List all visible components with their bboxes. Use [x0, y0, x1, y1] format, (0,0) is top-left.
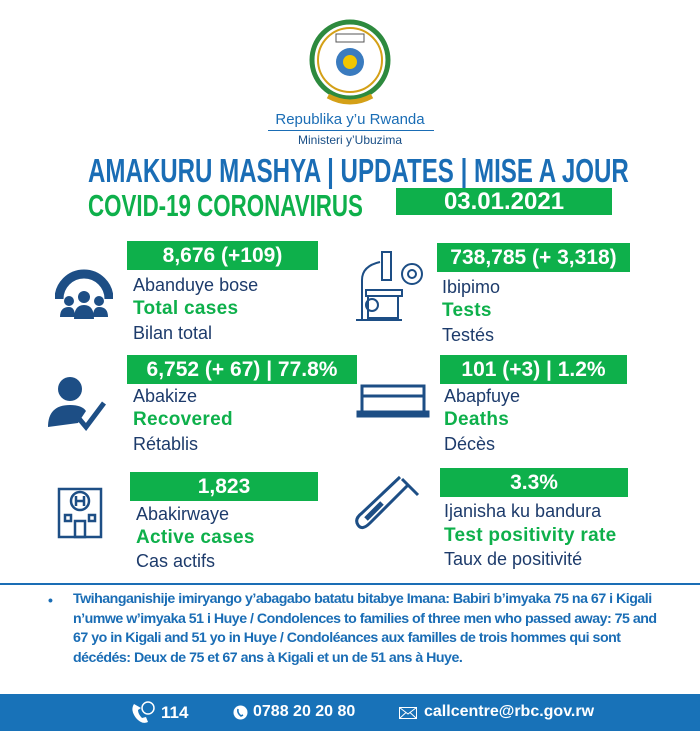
- positivity-label-en: Test positivity rate: [444, 525, 617, 546]
- deaths-label-rw: Abapfuye: [444, 386, 521, 406]
- recovered-label-rw: Abakize: [133, 386, 198, 406]
- virus-people-icon: [55, 269, 113, 319]
- total-cases-value: 8,676 (+109): [127, 241, 318, 270]
- deaths-label-en: Deaths: [444, 409, 510, 430]
- deaths-value: 101 (+3) | 1.2%: [440, 355, 627, 384]
- recovered-label-en: Recovered: [133, 409, 233, 430]
- total-cases-label-rw: Abanduye bose: [133, 275, 259, 295]
- hospital-icon: [57, 487, 103, 539]
- microscope-icon: [356, 251, 423, 321]
- active-cases-label-en: Active cases: [136, 527, 255, 548]
- date-badge: 03.01.2021: [396, 188, 612, 215]
- total-cases-label-en: Total cases: [133, 298, 239, 319]
- header-divider: [268, 130, 434, 131]
- tests-label-rw: Ibipimo: [442, 277, 501, 297]
- page-title: AMAKURU MASHYA | UPDATES | MISE A JOUR: [88, 152, 629, 189]
- hotline-number: 114: [161, 703, 189, 722]
- whatsapp-number: 0788 20 20 80: [253, 703, 356, 720]
- total-cases-label-fr: Bilan total: [133, 323, 213, 343]
- hotline-phone-icon: [132, 701, 155, 723]
- rwanda-coat-of-arms-logo: [309, 19, 391, 105]
- active-cases-value: 1,823: [130, 472, 318, 501]
- coffin-icon: [356, 384, 430, 418]
- tests-value: 738,785 (+ 3,318): [437, 243, 630, 272]
- page-subtitle: COVID-19 CORONAVIRUS: [88, 188, 363, 223]
- active-cases-label-rw: Abakirwaye: [136, 504, 230, 524]
- condolence-note: Twihanganishije imiryango y’abagabo bata…: [73, 591, 657, 666]
- test-tube-icon: [355, 475, 420, 530]
- republic-name: Republika y’u Rwanda: [275, 111, 425, 128]
- contact-footer: 114 0788 20 20 80 callcentre@rbc.gov.rw: [0, 694, 700, 731]
- whatsapp-icon: [233, 705, 248, 720]
- recovered-label-fr: Rétablis: [133, 434, 199, 454]
- ministry-name: Ministeri y’Ubuzima: [297, 133, 403, 147]
- positivity-label-rw: Ijanisha ku bandura: [444, 501, 602, 521]
- tests-label-fr: Testés: [442, 325, 495, 345]
- email-address: callcentre@rbc.gov.rw: [424, 703, 595, 720]
- deaths-label-fr: Décès: [444, 434, 496, 454]
- person-check-icon: [48, 377, 106, 431]
- positivity-rate-value: 3.3%: [440, 468, 628, 497]
- positivity-label-fr: Taux de positivité: [444, 549, 583, 569]
- tests-label-en: Tests: [442, 300, 492, 321]
- recovered-value: 6,752 (+ 67) | 77.8%: [127, 355, 357, 384]
- bullet-icon: •: [48, 592, 53, 608]
- active-cases-label-fr: Cas actifs: [136, 551, 216, 571]
- section-divider: [0, 583, 700, 585]
- email-icon: [399, 707, 417, 719]
